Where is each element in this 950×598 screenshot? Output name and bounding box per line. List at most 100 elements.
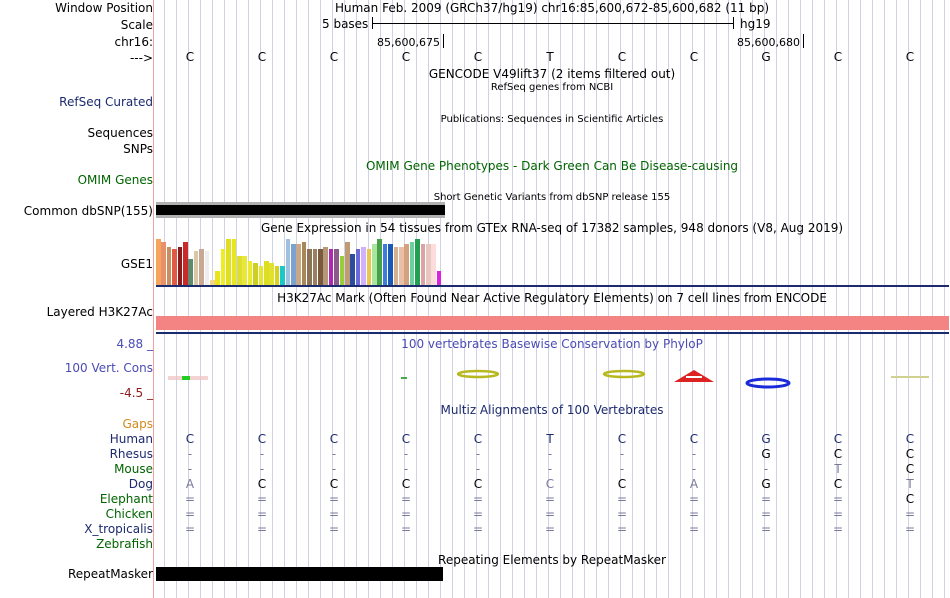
gtex-tissue-bar[interactable] — [404, 244, 409, 285]
gtex-tissue-bar[interactable] — [323, 247, 328, 285]
grid-line — [296, 0, 297, 598]
gtex-tissue-bar[interactable] — [393, 247, 399, 285]
gtex-tissue-bar[interactable] — [166, 247, 172, 285]
gtex-tissue-bar[interactable] — [372, 244, 377, 285]
gtex-tissue-bar[interactable] — [274, 266, 280, 285]
multiz-species-label[interactable]: Elephant — [99, 492, 153, 506]
gtex-tissue-bar[interactable] — [264, 261, 269, 285]
multiz-species-label[interactable]: X_tropicalis — [84, 522, 153, 536]
gtex-tissue-bar[interactable] — [350, 254, 355, 285]
omim-track-title[interactable]: OMIM Gene Phenotypes - Dark Green Can Be… — [365, 159, 739, 173]
gtex-track-title[interactable]: Gene Expression in 54 tissues from GTEx … — [260, 221, 844, 235]
gtex-tissue-bar[interactable] — [355, 249, 361, 285]
multiz-species-label[interactable]: Zebrafish — [96, 537, 153, 551]
gtex-tissue-bar[interactable] — [220, 249, 226, 285]
gencode-track-title[interactable]: GENCODE V49lift37 (2 items filtered out) — [428, 67, 676, 81]
gtex-tissue-bar[interactable] — [291, 244, 296, 285]
multiz-base: C — [329, 477, 339, 491]
multiz-base: - — [259, 462, 265, 476]
repeatmasker-feature[interactable] — [156, 567, 443, 581]
multiz-species-label[interactable]: Rhesus — [109, 447, 153, 461]
gtex-tissue-bar[interactable] — [307, 249, 312, 285]
multiz-base: = — [184, 522, 196, 536]
sequences-track-label[interactable]: Sequences — [87, 126, 153, 140]
phylop-track-label[interactable]: 100 Vert. Cons — [64, 361, 153, 375]
gtex-tissue-bar[interactable] — [226, 239, 231, 285]
refseq-track-title[interactable]: RefSeq genes from NCBI — [490, 82, 614, 93]
scale-text: 5 bases — [322, 17, 369, 31]
gtex-track-label[interactable]: GSE1 — [120, 257, 153, 271]
gtex-tissue-bar[interactable] — [199, 249, 204, 285]
grid-line — [944, 0, 945, 598]
gtex-tissue-bar[interactable] — [328, 249, 334, 285]
dbsnp-track-label[interactable]: Common dbSNP(155) — [23, 204, 153, 218]
grid-line — [200, 0, 201, 598]
gtex-tissue-bar[interactable] — [301, 242, 307, 285]
h3k27ac-track-title[interactable]: H3K27Ac Mark (Often Found Near Active Re… — [277, 291, 827, 305]
gtex-tissue-bar[interactable] — [280, 266, 285, 285]
gtex-tissue-bar[interactable] — [210, 280, 215, 285]
gtex-tissue-bar[interactable] — [409, 242, 415, 285]
snps-track-label[interactable]: SNPs — [123, 142, 153, 156]
gtex-tissue-bar[interactable] — [382, 244, 388, 285]
multiz-base: = — [544, 522, 556, 536]
multiz-base: A — [185, 477, 195, 491]
h3k27ac-track-label[interactable]: Layered H3K27Ac — [46, 305, 153, 319]
gtex-tissue-bar[interactable] — [415, 239, 420, 285]
gtex-tissue-bar[interactable] — [172, 249, 177, 285]
omim-track-label[interactable]: OMIM Genes — [77, 173, 153, 187]
dbsnp-track-title[interactable]: Short Genetic Variants from dbSNP releas… — [433, 192, 671, 203]
gtex-tissue-bar[interactable] — [345, 242, 350, 285]
multiz-base: C — [473, 432, 483, 446]
gtex-tissue-bar[interactable] — [318, 249, 323, 285]
gtex-tissue-bar[interactable] — [193, 251, 199, 285]
gtex-tissue-bar[interactable] — [420, 244, 426, 285]
multiz-species-label[interactable]: Dog — [128, 477, 153, 491]
gtex-tissue-bar[interactable] — [426, 244, 431, 285]
h3k27ac-signal[interactable] — [156, 316, 949, 330]
gtex-tissue-bar[interactable] — [285, 239, 291, 285]
publications-track-title[interactable]: Publications: Sequences in Scientific Ar… — [440, 114, 664, 125]
multiz-species-label[interactable]: Human — [109, 432, 153, 446]
repeatmasker-track-label[interactable]: RepeatMasker — [67, 567, 153, 581]
gtex-tissue-bar[interactable] — [431, 244, 436, 285]
gtex-tissue-bar[interactable] — [183, 242, 188, 285]
gtex-tissue-bar[interactable] — [215, 271, 220, 285]
dbsnp-feature-bar[interactable] — [156, 205, 445, 215]
gtex-tissue-bar[interactable] — [339, 256, 345, 285]
gtex-tissue-bar[interactable] — [388, 244, 393, 285]
gtex-tissue-bar[interactable] — [361, 247, 366, 285]
gtex-tissue-bar[interactable] — [188, 259, 193, 285]
gtex-tissue-bar[interactable] — [269, 263, 274, 285]
gtex-tissue-bar[interactable] — [247, 261, 253, 285]
multiz-species-label[interactable]: Mouse — [114, 462, 153, 476]
gtex-tissue-bar[interactable] — [156, 239, 161, 285]
multiz-base: - — [547, 447, 553, 461]
gtex-tissue-bar[interactable] — [242, 256, 247, 285]
gtex-tissue-bar[interactable] — [436, 271, 442, 285]
gtex-tissue-bar[interactable] — [399, 247, 404, 285]
gtex-tissue-bar[interactable] — [177, 247, 183, 285]
gtex-tissue-bar[interactable] — [161, 242, 166, 285]
gtex-tissue-bar[interactable] — [258, 266, 264, 285]
multiz-base: C — [833, 432, 843, 446]
gtex-tissue-bar[interactable] — [204, 251, 210, 285]
label-divider — [153, 0, 154, 598]
grid-line — [656, 0, 657, 598]
refseq-track-label[interactable]: RefSeq Curated — [59, 95, 153, 109]
grid-line — [272, 0, 273, 598]
repeatmasker-track-title[interactable]: Repeating Elements by RepeatMasker — [438, 553, 666, 567]
multiz-track-title[interactable]: Multiz Alignments of 100 Vertebrates — [440, 403, 664, 417]
gtex-tissue-bar[interactable] — [334, 249, 339, 285]
grid-line — [824, 0, 825, 598]
gtex-tissue-bar[interactable] — [231, 239, 237, 285]
gtex-tissue-bar[interactable] — [253, 263, 258, 285]
gtex-tissue-bar[interactable] — [237, 256, 242, 285]
gtex-tissue-bar[interactable] — [296, 244, 301, 285]
phylop-track-title[interactable]: 100 vertebrates Basewise Conservation by… — [401, 337, 703, 351]
gtex-tissue-bar[interactable] — [312, 249, 318, 285]
gtex-tissue-bar[interactable] — [377, 239, 382, 285]
gtex-tissue-bar[interactable] — [366, 249, 372, 285]
multiz-species-label[interactable]: Chicken — [105, 507, 153, 521]
